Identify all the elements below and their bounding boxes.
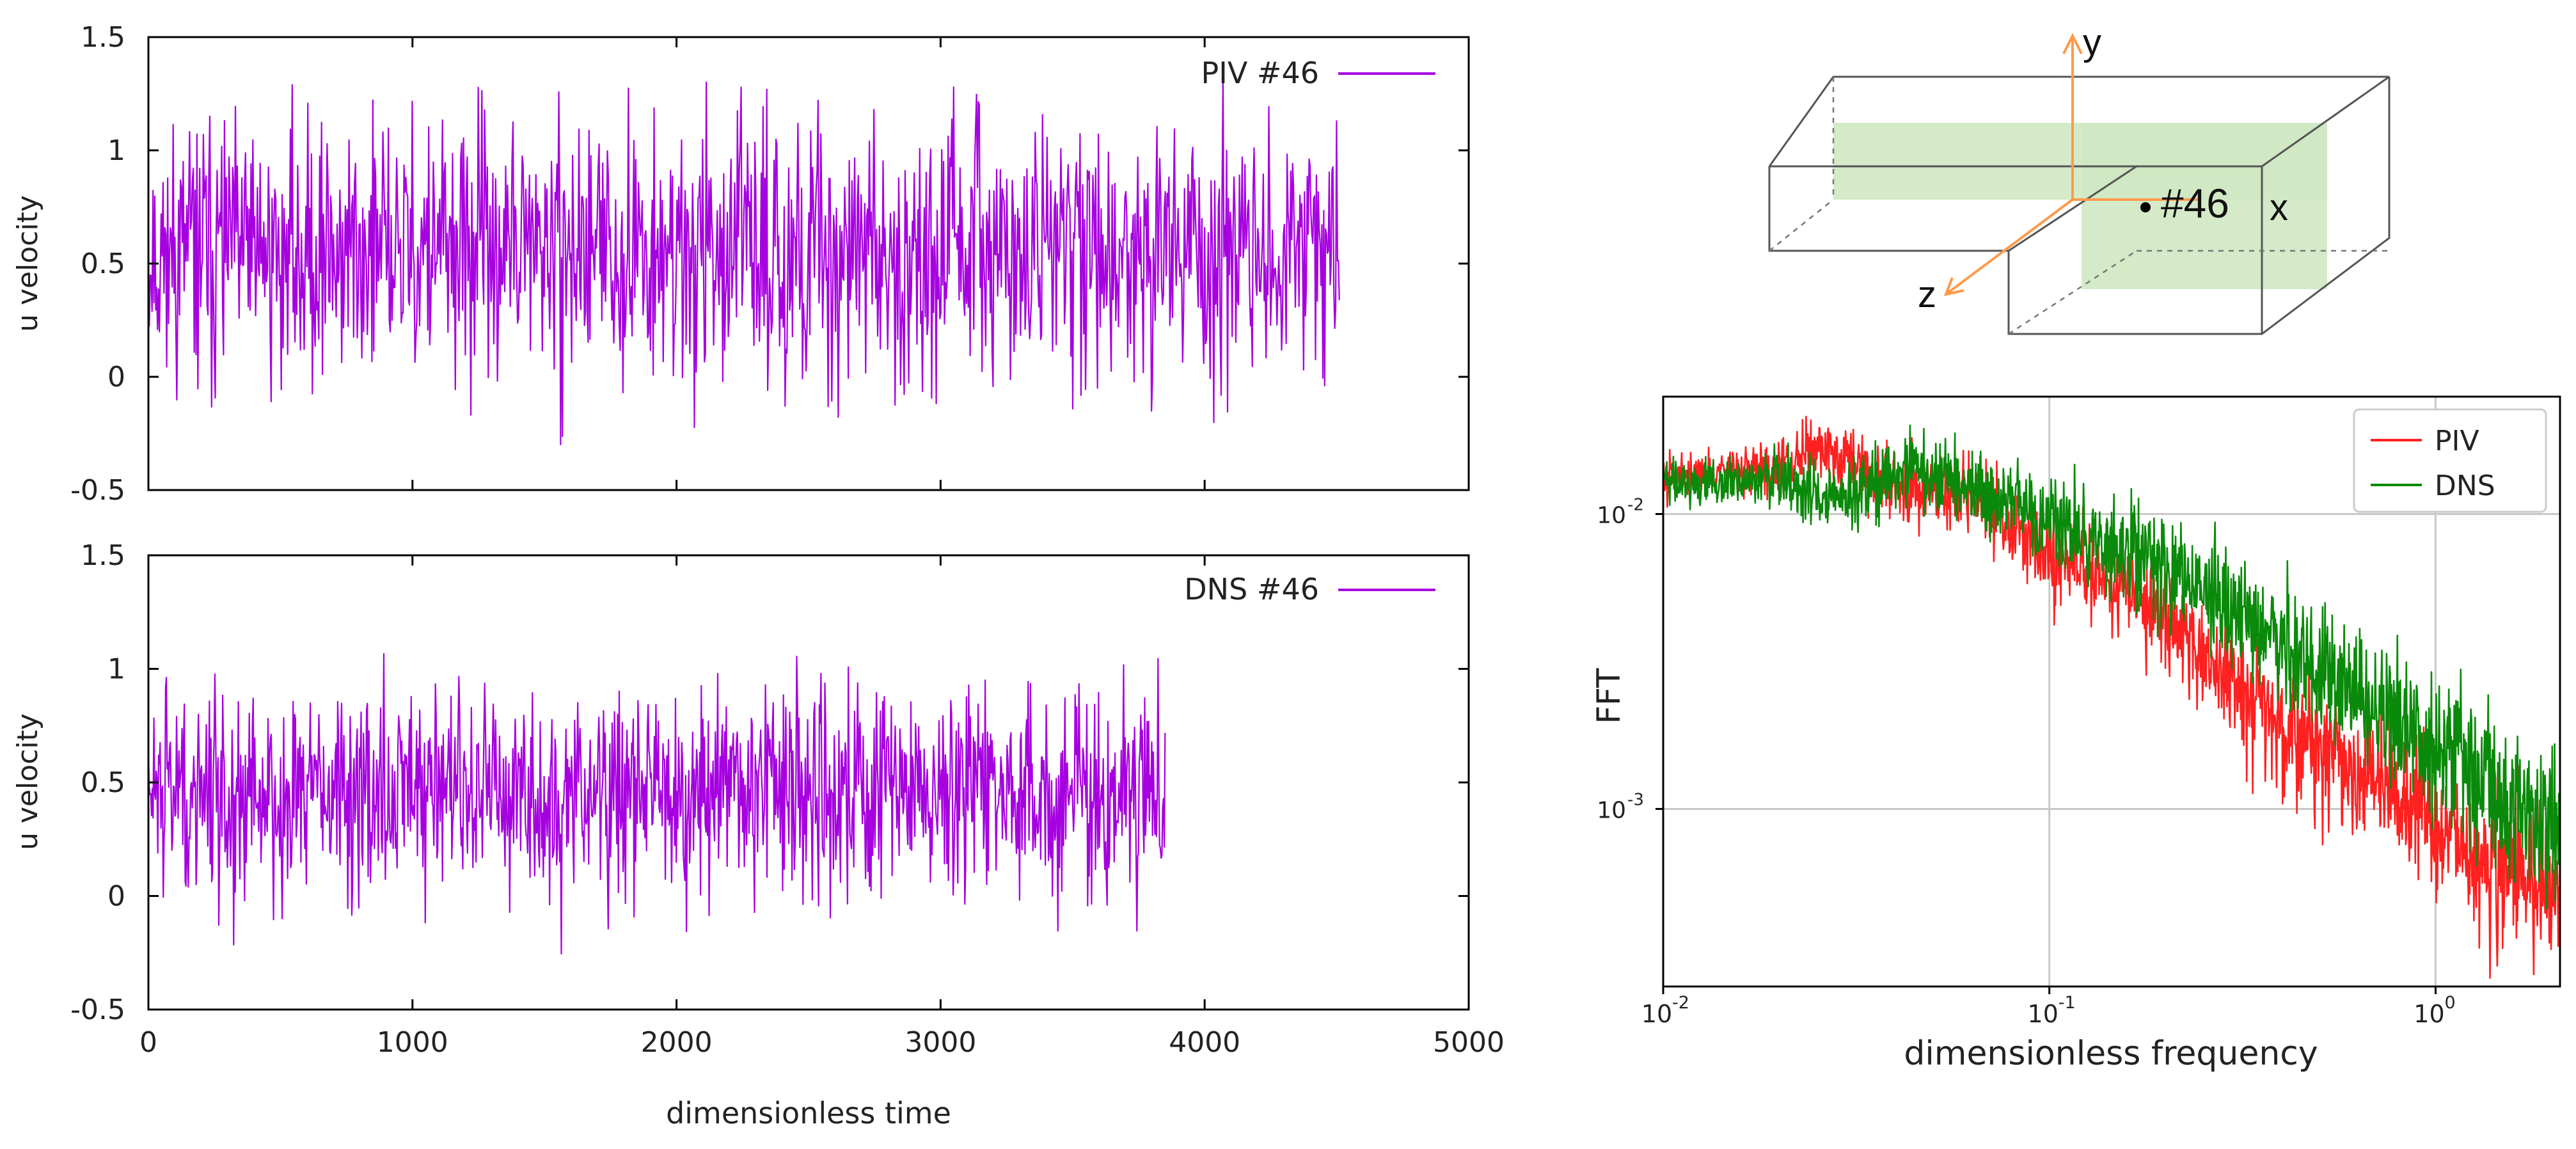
fft-ytick-label: 10: [1597, 797, 1626, 823]
dns-xtick-label: 0: [139, 1026, 157, 1059]
fft-ytick-exponent: -3: [1627, 790, 1644, 809]
piv-series-line: [148, 75, 1340, 445]
piv-legend-label: PIV #46: [1201, 56, 1319, 90]
dns-xtick-label: 5000: [1433, 1026, 1505, 1059]
piv-y-axis-label: u velocity: [12, 195, 44, 332]
dns-x-axis-label: dimensionless time: [666, 1096, 951, 1130]
dns-x-ticks: 0 1000 2000 3000 4000 5000: [139, 555, 1505, 1059]
dns-ytick-label: 0.5: [81, 766, 125, 799]
dns-ytick-label: 1.5: [81, 539, 125, 572]
fft-xtick-label: 10: [1641, 1000, 1672, 1028]
fft-xtick-exponent: 0: [2444, 993, 2455, 1013]
dns-legend-label: DNS #46: [1184, 572, 1319, 606]
dns-legend: DNS #46: [1184, 572, 1435, 606]
fft-plot-frame: [1662, 395, 2561, 988]
dns-ytick-label: 0: [107, 880, 125, 913]
piv-ytick-label: -0.5: [70, 474, 125, 507]
probe-label-46: #46: [2161, 180, 2229, 226]
piv-ytick-label: 1: [107, 134, 125, 167]
fft-legend-label-dns: DNS: [2435, 470, 2495, 502]
dns-y-ticks: -0.5 0 0.5 1 1.5: [70, 539, 1469, 1026]
coordinate-axes: [1943, 33, 2201, 296]
fft-xtick-label: 10: [2028, 1000, 2058, 1028]
dns-series-line: [148, 653, 1166, 955]
fft-x-ticks: 10 -2 10 -1 10 0: [1641, 987, 2456, 1028]
fft-y-axis-label: FFT: [1590, 668, 1627, 724]
fft-xtick-exponent: -2: [1672, 993, 1689, 1013]
axis-label-y: y: [2083, 22, 2101, 63]
fft-ytick-label: 10: [1597, 502, 1626, 528]
dns-xtick-label: 2000: [641, 1026, 713, 1059]
piv-time-series-chart: -0.5 0 0.5 1 1.5 u velocity PIV #46: [12, 21, 1470, 507]
fft-x-axis-label: dimensionless frequency: [1904, 1034, 2318, 1073]
dns-time-series-chart: -0.5 0 0.5 1 1.5 0 1000 2000 3000 4000 5000 u vel…: [12, 539, 1505, 1130]
dns-xtick-label: 3000: [905, 1026, 976, 1059]
axis-label-z: z: [1918, 274, 1936, 315]
piv-ytick-label: 1.5: [81, 21, 125, 54]
piv-ytick-label: 0: [107, 361, 125, 393]
fft-series-dns-line: [1663, 424, 2560, 910]
piv-ytick-label: 0.5: [81, 248, 125, 280]
fft-xtick-exponent: -1: [2058, 993, 2076, 1013]
fft-spectrum-chart: 10 -2 10 -1 10 0 10-210-3 FFT dimensionless f…: [1590, 395, 2561, 1073]
axis-label-x: x: [2270, 187, 2288, 228]
fft-legend-label-piv: PIV: [2435, 425, 2479, 457]
fft-xtick-label: 10: [2414, 1000, 2444, 1028]
dns-y-axis-label: u velocity: [12, 713, 44, 850]
fft-legend: PIV DNS: [2353, 408, 2547, 513]
dns-ytick-label: -0.5: [70, 994, 125, 1026]
dns-ytick-label: 1: [107, 653, 125, 686]
geometry-diagram: y z x #46: [1768, 22, 2390, 335]
fft-ytick-exponent: -2: [1627, 495, 1644, 514]
fft-y-ticks: 10-210-3: [1597, 495, 1663, 823]
probe-point-46: [2140, 202, 2151, 212]
hidden-edges: [1769, 77, 2389, 335]
piv-y-ticks: -0.5 0 0.5 1 1.5: [70, 21, 1470, 507]
piv-legend: PIV #46: [1201, 56, 1435, 90]
dns-xtick-label: 4000: [1169, 1026, 1240, 1059]
dns-xtick-label: 1000: [377, 1026, 448, 1059]
